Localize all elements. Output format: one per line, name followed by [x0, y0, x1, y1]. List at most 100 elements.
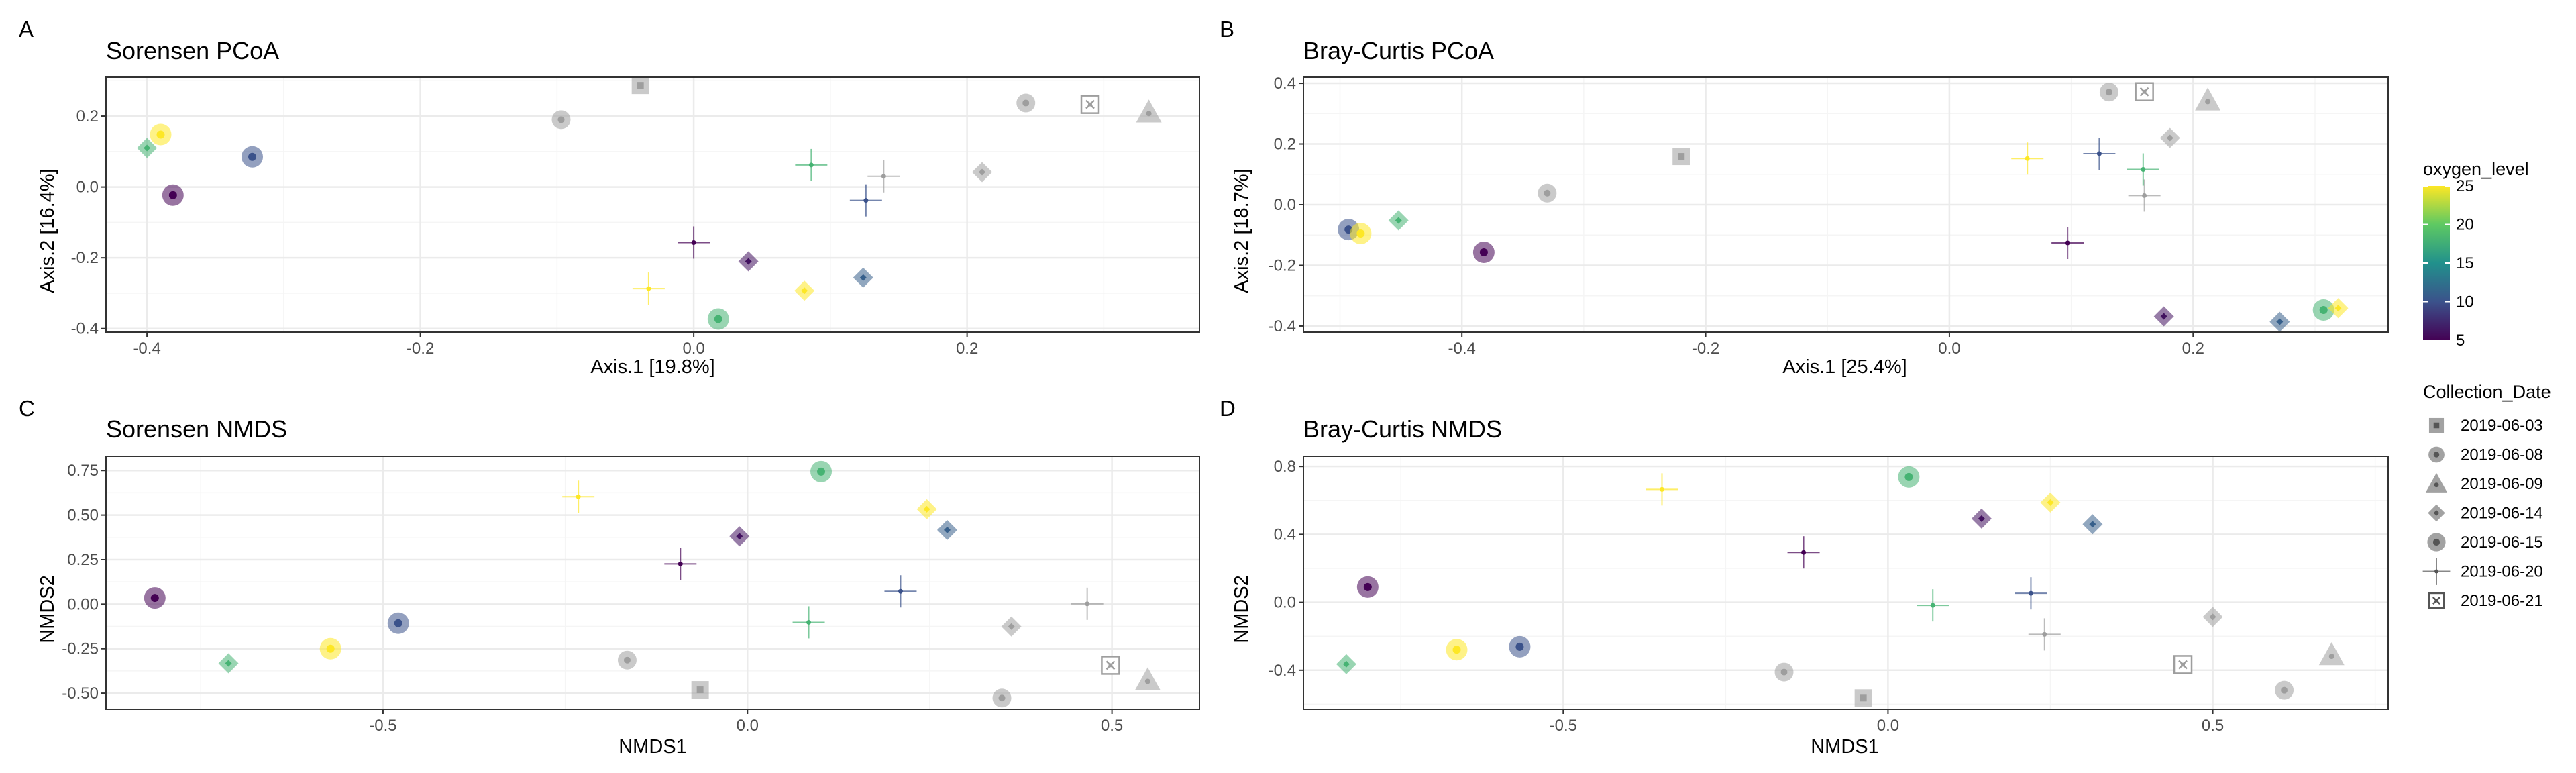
shape-legend-item: 2019-06-09: [2425, 472, 2543, 493]
data-point: [707, 308, 729, 330]
panel-background: [106, 77, 1199, 332]
shape-legend-symbol: [2428, 417, 2445, 433]
panel-tag: A: [19, 17, 34, 42]
shape-legend-symbol: [2428, 446, 2445, 463]
data-point: [1134, 667, 1161, 690]
data-point: [162, 184, 184, 206]
panel-tag: D: [1220, 396, 1236, 421]
plot-area: -0.4 -0.2 0.0 0.2 -0.4 -0.2 0.0 0.2: [71, 76, 1200, 358]
panel-a: A Sorensen PCoA Axis.2 [16.4%] Axis.1 [1…: [19, 17, 1200, 378]
data-point: [867, 160, 900, 193]
x-axis-label: NMDS1: [619, 736, 687, 758]
panel-tag: C: [19, 396, 35, 421]
data-point: [1001, 616, 1022, 637]
data-point: [1388, 210, 1409, 231]
y-tick-label: -0.4: [71, 320, 99, 338]
chart-title: Sorensen PCoA: [106, 37, 279, 64]
panel-border: [1303, 456, 2389, 710]
shape-legend-item: 2019-06-21: [2428, 592, 2543, 610]
data-point: [678, 226, 710, 259]
data-point: [144, 587, 166, 609]
data-point: [1356, 576, 1379, 598]
shape-legend-label: 2019-06-21: [2461, 592, 2543, 610]
data-point: [738, 251, 759, 272]
data-point: [729, 526, 750, 547]
data-point: [853, 267, 873, 288]
y-axis-label: NMDS2: [37, 575, 58, 643]
data-point: [1080, 95, 1100, 114]
x-tick-label: 0.5: [2202, 717, 2224, 735]
panel-tag: B: [1220, 17, 1234, 42]
x-tick-label: -0.4: [133, 340, 160, 358]
y-tick-label: 0.00: [67, 595, 99, 613]
chart-title: Bray-Curtis NMDS: [1303, 415, 1502, 443]
data-point: [794, 280, 815, 301]
y-tick-label: 0.2: [76, 107, 99, 125]
y-tick-label: -0.50: [62, 684, 99, 703]
data-point: [1071, 587, 1104, 620]
color-legend-title: oxygen_level: [2423, 159, 2529, 179]
x-tick-label: 0.2: [2182, 340, 2204, 358]
y-tick-label: 0.2: [1274, 136, 1296, 154]
color-bar-tick-label: 25: [2456, 177, 2474, 195]
data-point: [1472, 242, 1495, 264]
y-tick-label: -0.2: [71, 249, 99, 267]
data-point: [2083, 138, 2116, 170]
y-axis-label: NMDS2: [1231, 575, 1252, 643]
data-point: [241, 146, 264, 168]
x-axis-label: Axis.1 [19.8%]: [590, 356, 714, 378]
data-point: [1774, 662, 1794, 682]
x-axis-label: NMDS1: [1811, 736, 1879, 758]
data-point: [849, 184, 882, 217]
y-tick-label: 0.0: [1274, 594, 1296, 612]
shape-legend-item: 2019-06-03: [2428, 417, 2543, 435]
y-tick-label: 0.25: [67, 551, 99, 569]
data-point: [1336, 654, 1356, 674]
plot-area: -0.4 -0.2 0.0 0.2 -0.4 -0.2 0.0 0.2 0.4: [1269, 74, 2389, 358]
chart-title: Bray-Curtis PCoA: [1303, 37, 1494, 64]
data-point: [2099, 83, 2118, 102]
y-tick-label: 0.75: [67, 462, 99, 480]
shape-legend-symbol: [2428, 504, 2445, 522]
data-point: [2312, 299, 2334, 321]
color-legend: oxygen_level 5 10 15 20 25: [2423, 159, 2529, 350]
x-tick-label: 0.0: [682, 340, 704, 358]
data-point: [916, 499, 937, 519]
data-point: [2051, 227, 2084, 259]
y-tick-label: -0.4: [1269, 662, 1296, 680]
color-bar-tick-label: 20: [2456, 216, 2474, 234]
x-tick-label: -0.5: [369, 717, 396, 735]
color-bar-tick-label: 15: [2456, 254, 2474, 272]
y-axis-label: Axis.2 [16.4%]: [37, 168, 58, 293]
data-point: [792, 606, 825, 639]
data-point: [319, 637, 341, 660]
panel-c: C Sorensen NMDS NMDS2 NMDS1 -0.5 0.0 0.5-0…: [19, 396, 1200, 758]
shape-legend-label: 2019-06-14: [2461, 505, 2543, 523]
data-point: [2275, 680, 2294, 700]
data-point: [2135, 82, 2154, 101]
data-point: [1350, 222, 1372, 244]
panel-border: [105, 76, 1200, 333]
shape-legend-item: 2019-06-15: [2427, 533, 2543, 552]
panel-b: B Bray-Curtis PCoA Axis.2 [18.7%] Axis.1…: [1220, 17, 2389, 378]
x-tick-label: 0.5: [1101, 717, 1123, 735]
data-point: [632, 272, 665, 305]
shape-legend-item: 2019-06-20: [2422, 558, 2543, 585]
shape-legend-item: 2019-06-08: [2428, 446, 2543, 464]
data-point: [2195, 87, 2221, 111]
data-point: [631, 76, 649, 95]
data-point: [2082, 514, 2103, 535]
shape-legend-label: 2019-06-09: [2461, 475, 2543, 493]
shape-legend-label: 2019-06-03: [2461, 417, 2543, 435]
data-point: [218, 653, 239, 674]
color-bar-ticks: 5 10 15 20 25: [2423, 177, 2474, 350]
data-point: [1136, 99, 1162, 123]
data-point: [1538, 183, 1557, 203]
plot-area: -0.5 0.0 0.5 -0.4 0.0 0.4 0.8: [1269, 456, 2389, 735]
x-tick-label: 0.2: [956, 340, 978, 358]
x-tick-label: 0.0: [1938, 340, 1960, 358]
shape-legend-symbol: [2425, 472, 2448, 493]
data-point: [992, 688, 1012, 708]
data-point: [1898, 466, 1920, 488]
